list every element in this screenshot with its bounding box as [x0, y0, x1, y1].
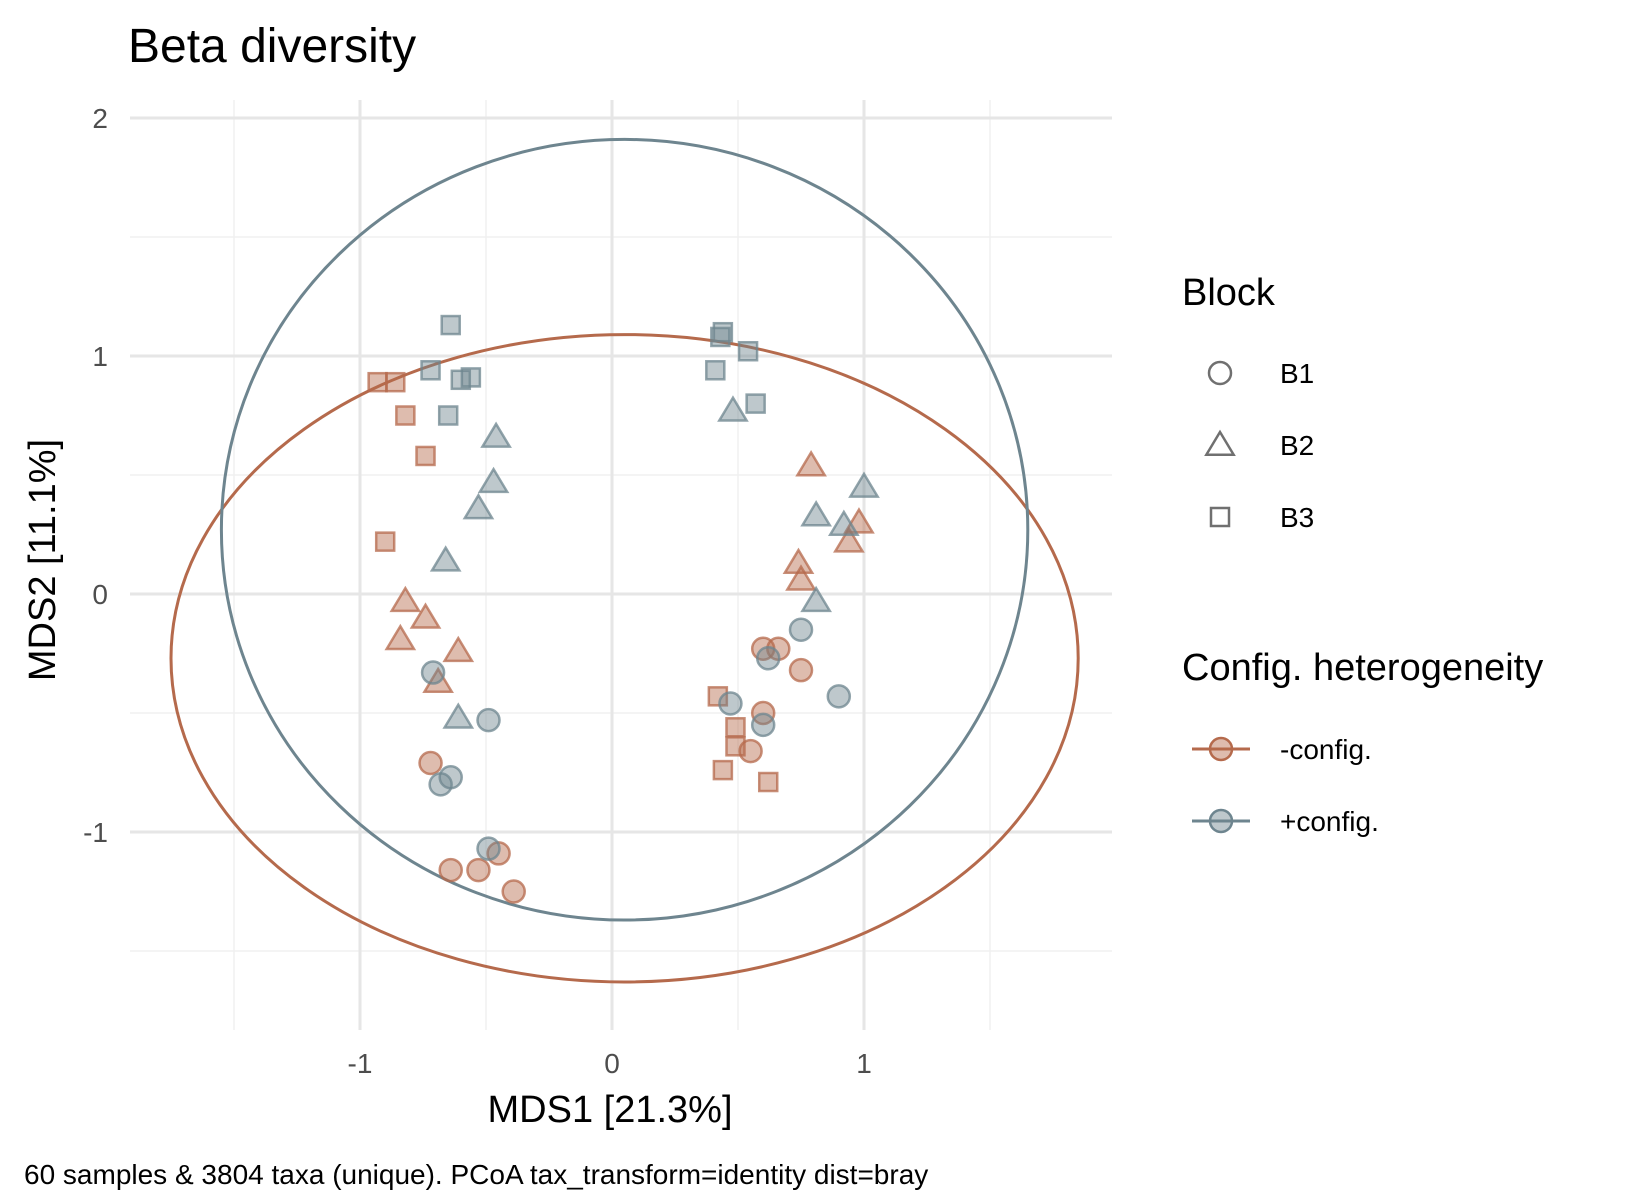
- x-tick-labels: -1 0 1: [348, 1048, 872, 1079]
- chart-title: Beta diversity: [128, 20, 416, 73]
- y-tick-label: 1: [92, 341, 108, 372]
- data-point-plus-config-square: [705, 360, 726, 381]
- data-points: [367, 314, 880, 904]
- data-point-plus-config-circle: [718, 691, 743, 716]
- legend-label-b3: B3: [1280, 502, 1314, 533]
- data-point-plus-config-square: [745, 393, 766, 414]
- data-point-minus-config-square: [707, 686, 729, 707]
- confidence-ellipses: [169, 137, 1080, 984]
- data-point-minus-config-circle: [788, 657, 814, 683]
- x-tick-label: 0: [604, 1048, 620, 1079]
- data-point-plus-config-square: [710, 326, 731, 348]
- data-point-plus-config-square: [737, 340, 759, 362]
- x-tick-label: -1: [348, 1048, 373, 1079]
- data-point-minus-config-square: [712, 759, 734, 781]
- data-point-plus-config-square: [437, 405, 459, 426]
- shape-legend-title: Block: [1182, 272, 1276, 314]
- x-tick-label: 1: [856, 1048, 872, 1079]
- y-tick-labels: -1 0 1 2: [83, 103, 108, 848]
- data-point-plus-config-circle: [750, 712, 776, 738]
- data-point-minus-config-circle: [418, 750, 443, 776]
- data-point-minus-config-square: [385, 371, 406, 393]
- color-legend-title: Config. heterogeneity: [1182, 647, 1543, 689]
- data-point-minus-config-square: [395, 405, 416, 426]
- data-point-minus-config-triangle: [422, 666, 454, 694]
- data-point-plus-config-circle: [755, 646, 781, 671]
- y-tick-label: -1: [83, 817, 108, 848]
- data-point-plus-config-triangle: [827, 509, 860, 536]
- data-point-plus-config-circle: [788, 617, 814, 642]
- data-point-minus-config-square: [415, 445, 436, 467]
- data-point-minus-config-triangle: [384, 623, 417, 651]
- plot-grid: [130, 100, 1112, 1030]
- data-point-plus-config-square: [440, 314, 461, 336]
- data-point-plus-config-circle: [476, 707, 501, 733]
- legend-key-triangle-icon: [1204, 429, 1236, 456]
- legend-key-circle-icon: [1208, 808, 1234, 834]
- data-point-plus-config-triangle: [800, 585, 832, 613]
- y-tick-label: 0: [92, 579, 108, 610]
- legend-label-b1: B1: [1280, 358, 1314, 389]
- data-point-minus-config-circle: [466, 857, 491, 883]
- legend-key-square-icon: [1209, 506, 1231, 528]
- data-point-plus-config-triangle: [477, 466, 510, 494]
- legend-label-config: +config.: [1280, 806, 1379, 837]
- data-point-plus-config-circle: [826, 684, 852, 709]
- data-point-plus-config-square: [460, 367, 482, 388]
- data-point-minus-config-circle: [501, 879, 526, 904]
- data-point-plus-config-circle: [428, 772, 453, 797]
- data-point-minus-config-triangle: [409, 602, 442, 629]
- legend-key-circle-icon: [1208, 736, 1234, 762]
- data-point-minus-config-circle: [438, 857, 463, 883]
- legend-key-circle-icon: [1207, 360, 1233, 386]
- data-point-minus-config-square: [757, 771, 779, 793]
- data-point-plus-config-triangle: [717, 395, 749, 422]
- data-point-minus-config-triangle: [795, 450, 827, 477]
- data-point-minus-config-triangle: [389, 585, 422, 613]
- data-point-minus-config-triangle: [442, 635, 475, 663]
- y-tick-label: 2: [92, 103, 108, 134]
- data-point-plus-config-circle: [476, 836, 501, 861]
- data-point-minus-config-square: [725, 736, 746, 757]
- data-point-plus-config-square: [420, 360, 441, 381]
- data-point-minus-config-triangle: [833, 526, 865, 553]
- y-axis-title: MDS2 [11.1%]: [22, 439, 64, 681]
- data-point-plus-config-circle: [420, 660, 446, 685]
- data-point-minus-config-square: [725, 717, 746, 738]
- shape-legend: Block B1 B2 B3: [1182, 272, 1314, 533]
- ellipse-config: [169, 333, 1080, 984]
- chart-caption: 60 samples & 3804 taxa (unique). PCoA ta…: [24, 1159, 928, 1190]
- data-point-plus-config-triangle: [480, 421, 512, 448]
- data-point-minus-config-triangle: [785, 564, 817, 591]
- data-point-plus-config-triangle: [442, 702, 475, 729]
- legend-label-config: -config.: [1280, 734, 1372, 765]
- ellipse-config: [219, 137, 1030, 922]
- data-point-plus-config-triangle: [429, 545, 462, 572]
- data-point-minus-config-square: [374, 531, 396, 552]
- legend-label-b2: B2: [1280, 430, 1314, 461]
- x-axis-title: MDS1 [21.3%]: [488, 1089, 733, 1131]
- data-point-plus-config-triangle: [462, 492, 495, 520]
- data-point-plus-config-triangle: [848, 471, 880, 498]
- color-legend: Config. heterogeneity -config. +config.: [1182, 647, 1543, 837]
- data-point-plus-config-triangle: [800, 500, 832, 527]
- data-point-minus-config-square: [367, 371, 388, 393]
